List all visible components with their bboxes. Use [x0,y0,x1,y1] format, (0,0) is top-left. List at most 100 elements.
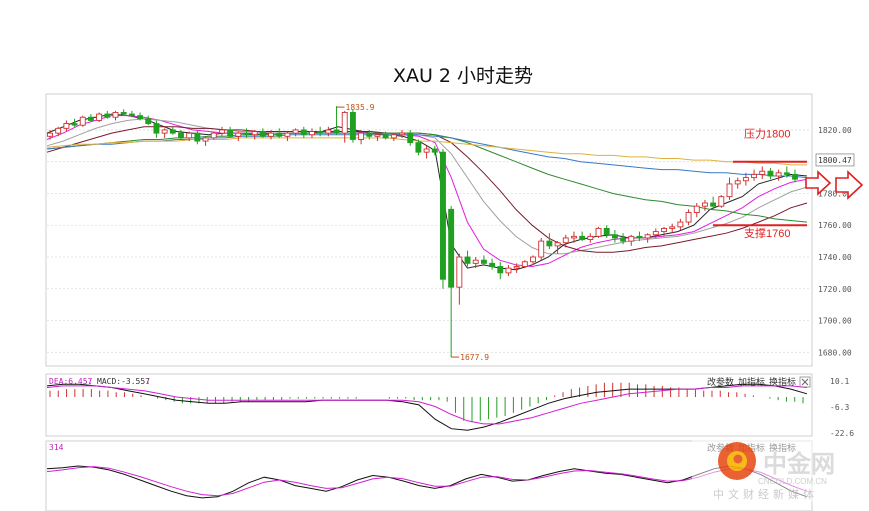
candle-body [407,132,414,144]
candle-body [464,256,471,264]
candle-body [268,132,274,137]
candle-body [530,256,536,263]
macd-tick-label: 10.1 [830,377,849,386]
candle-body [292,129,299,134]
candle [55,126,62,137]
candle [235,131,242,142]
candle-body [652,231,659,236]
candle [104,110,111,119]
candle [644,233,651,243]
candle [783,166,790,178]
candle-body [186,132,193,139]
candle-body [333,129,340,134]
moving-average-line-2 [46,115,808,268]
candle-body [112,112,119,118]
price-gridlines [47,129,810,353]
candle-body [620,237,627,242]
candle-body [431,148,438,153]
candle [366,129,373,140]
candle-body [767,170,774,177]
macd-lines [46,383,808,431]
candle [759,166,766,180]
candle-body [300,129,307,136]
candle-body [55,127,62,134]
candle-body [742,177,749,182]
candle-body [284,132,291,137]
candle-body [759,170,766,175]
candle [374,131,381,142]
candle-body [661,227,667,233]
candle-body [734,180,741,185]
price-tick-label: 1680.00 [818,348,852,357]
candle [726,177,733,200]
candle [145,115,152,126]
candle [268,129,274,140]
candle [464,250,471,267]
macd-close-button[interactable] [799,376,811,388]
candle [161,128,168,138]
candle-body [341,112,348,134]
candle-body [349,112,356,140]
chart-title: XAU 2 小时走势 [393,65,533,87]
down-arrow-icon: ↓ [146,377,150,386]
candle [423,145,430,159]
candle [71,118,78,127]
right-arrow-icon [835,170,864,200]
candle [775,169,782,181]
candle [96,112,103,122]
candle-body [120,112,127,115]
candle-body [751,173,758,179]
candle [243,128,250,138]
candle [333,106,340,135]
candle [685,209,692,226]
kdj-lines [46,465,808,499]
macd-add-indicator-button[interactable]: 加指标 [738,376,765,387]
candle-body [775,172,782,177]
right-arrow-icon [805,170,832,196]
candle-body [210,132,217,139]
candle-body [505,267,512,274]
candle [480,255,487,265]
candle [300,126,307,138]
kdj-edit-params-button[interactable]: 改参数 [707,442,734,453]
candle-body [47,132,53,137]
candle-body [628,235,635,242]
candle [120,109,127,116]
candle-body [579,235,586,240]
kdj-switch-indicator-button[interactable]: 换指标 [769,442,796,453]
candle [186,131,193,142]
candle-body [415,142,422,153]
candle [112,110,119,121]
candle [169,126,176,135]
candle-body [71,123,78,126]
cngold-logo-dot-icon [733,454,743,464]
price-tick-label: 1780.00 [818,189,852,198]
candle [693,203,700,218]
support-resistance-levels: 压力1800 支撑1760 [713,128,807,240]
candle-body [456,256,463,288]
price-tick-label: 1700.00 [818,317,852,326]
candle [587,233,594,243]
candle [742,172,749,186]
candle-body [259,131,266,137]
candle-body [489,262,496,267]
macd-switch-indicator-button[interactable]: 换指标 [769,376,796,387]
candle [440,149,446,289]
candle [210,131,217,140]
moving-average-line-5 [46,132,808,223]
candle [571,231,577,243]
candle-body [169,129,176,134]
macd-edit-params-button[interactable]: 改参数 [707,376,734,387]
close-icon[interactable] [801,378,809,386]
candle [87,114,94,122]
candle-body [783,172,790,175]
candle [718,195,725,208]
candle-body [161,129,168,134]
candle-body [358,132,365,140]
candle [505,264,512,277]
candle [579,231,586,242]
candle-body [546,240,553,247]
macd-dea-label: DEA:6.457 [49,377,93,386]
macd-dea-line [46,385,808,425]
kdj-add-indicator-button[interactable]: 加指标 [738,442,765,453]
